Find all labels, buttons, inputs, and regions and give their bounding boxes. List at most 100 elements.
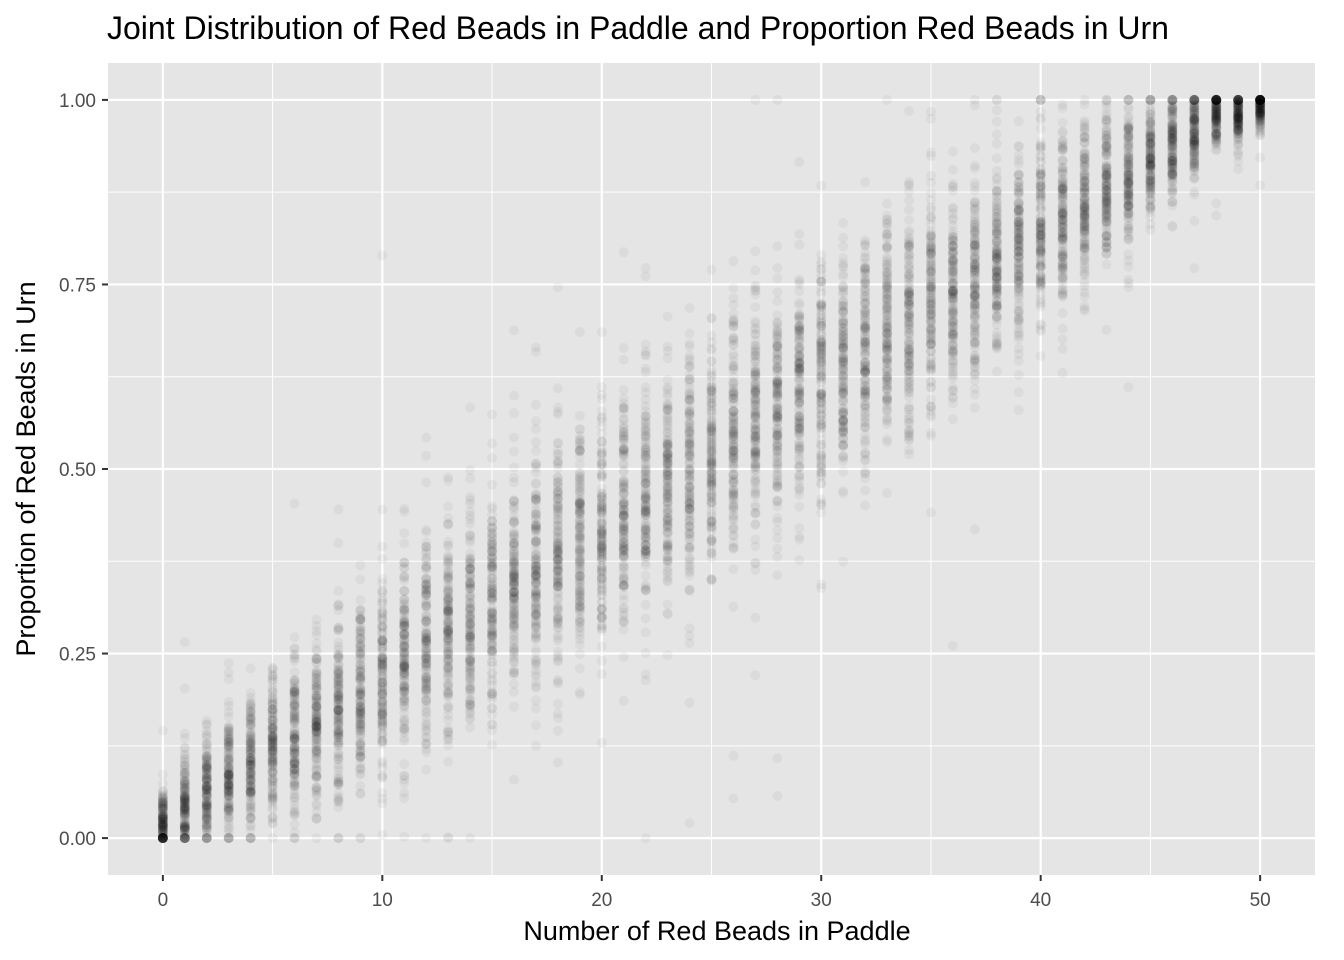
data-point xyxy=(201,773,212,784)
data-point xyxy=(201,774,212,785)
data-point xyxy=(311,771,322,782)
data-point xyxy=(157,833,168,844)
data-point xyxy=(772,310,783,321)
data-point xyxy=(794,501,805,512)
data-point xyxy=(157,833,168,844)
data-point xyxy=(706,573,717,584)
data-point xyxy=(157,808,168,819)
data-point xyxy=(443,668,454,679)
data-point xyxy=(421,628,432,639)
data-point xyxy=(179,823,190,834)
data-point xyxy=(179,795,190,806)
data-point xyxy=(179,800,190,811)
data-point xyxy=(399,793,410,804)
data-point xyxy=(684,350,695,361)
data-point xyxy=(421,673,432,684)
data-point xyxy=(179,833,190,844)
data-point xyxy=(157,833,168,844)
data-point xyxy=(201,819,212,830)
data-point xyxy=(223,696,234,707)
data-point xyxy=(179,743,190,754)
data-point xyxy=(838,280,849,291)
data-point xyxy=(157,778,168,789)
data-point xyxy=(684,419,695,430)
data-point xyxy=(794,446,805,457)
data-point xyxy=(333,720,344,731)
data-point xyxy=(465,531,476,542)
data-point xyxy=(618,520,629,531)
data-point xyxy=(311,673,322,684)
data-point xyxy=(465,641,476,652)
data-point xyxy=(179,733,190,744)
data-point xyxy=(157,792,168,803)
data-point xyxy=(684,697,695,708)
data-point xyxy=(179,809,190,820)
data-point xyxy=(772,516,783,527)
data-point xyxy=(311,833,322,844)
data-point xyxy=(706,495,717,506)
data-point xyxy=(750,557,761,568)
data-point xyxy=(179,801,190,812)
data-point xyxy=(201,776,212,787)
data-point xyxy=(377,690,388,701)
data-point xyxy=(487,688,498,699)
data-point xyxy=(508,446,519,457)
data-point xyxy=(508,504,519,515)
data-point xyxy=(552,449,563,460)
data-point xyxy=(201,764,212,775)
data-point xyxy=(201,792,212,803)
data-point xyxy=(377,621,388,632)
data-point xyxy=(838,335,849,346)
data-point xyxy=(201,747,212,758)
data-point xyxy=(157,803,168,814)
data-point xyxy=(289,768,300,779)
data-point xyxy=(640,493,651,504)
data-point xyxy=(157,805,168,816)
data-point xyxy=(772,330,783,341)
data-point xyxy=(640,585,651,596)
data-point xyxy=(201,833,212,844)
data-point xyxy=(157,812,168,823)
data-point xyxy=(157,819,168,830)
data-point xyxy=(355,725,366,736)
data-point xyxy=(179,829,190,840)
data-point xyxy=(201,783,212,794)
data-point xyxy=(772,354,783,365)
data-point xyxy=(179,802,190,813)
data-point xyxy=(838,556,849,567)
data-point xyxy=(179,825,190,836)
data-point xyxy=(860,500,871,511)
data-point xyxy=(772,393,783,404)
data-point xyxy=(552,574,563,585)
data-point xyxy=(728,793,739,804)
data-point xyxy=(618,247,629,258)
data-point xyxy=(179,776,190,787)
data-point xyxy=(223,731,234,742)
data-point xyxy=(267,684,278,695)
data-point xyxy=(289,724,300,735)
data-point xyxy=(508,390,519,401)
data-point xyxy=(157,796,168,807)
data-point xyxy=(157,822,168,833)
data-point xyxy=(289,632,300,643)
data-point xyxy=(157,809,168,820)
data-point xyxy=(157,825,168,836)
data-point xyxy=(750,464,761,475)
data-point xyxy=(157,802,168,813)
data-point xyxy=(179,805,190,816)
data-point xyxy=(289,833,300,844)
data-point xyxy=(201,739,212,750)
data-point xyxy=(596,443,607,454)
data-point xyxy=(223,748,234,759)
data-point xyxy=(245,706,256,717)
data-point xyxy=(596,622,607,633)
data-point xyxy=(465,722,476,733)
data-point xyxy=(487,545,498,556)
data-point xyxy=(223,790,234,801)
data-point xyxy=(443,652,454,663)
data-point xyxy=(618,695,629,706)
data-point xyxy=(289,759,300,770)
data-point xyxy=(179,804,190,815)
data-point xyxy=(157,833,168,844)
